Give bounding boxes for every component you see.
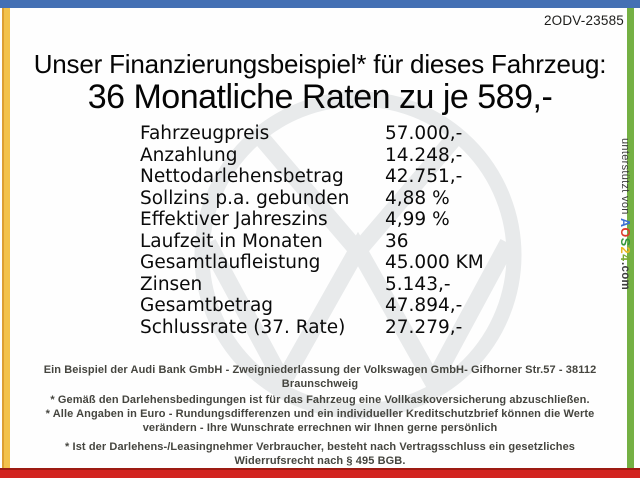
table-row: Gesamtlaufleistung 45.000 KM <box>140 252 610 274</box>
row-label: Anzahlung <box>140 144 238 166</box>
page-subtitle-rate: 36 Monatliche Raten zu je 589,- <box>87 78 553 116</box>
row-label: Sollzins p.a. gebunden <box>140 187 350 209</box>
aos24-brand-logo: AOS24 <box>618 218 632 262</box>
vw-logo-strokes <box>194 91 522 419</box>
brand-letter: 2 <box>618 246 632 255</box>
brand-letter: 4 <box>618 254 632 262</box>
offer-reference-code: 2ODV-23585 <box>543 13 624 28</box>
supported-by-label: unterstützt von <box>619 138 631 219</box>
frame-top-bar <box>0 0 640 8</box>
disclaimer-line: Widerrufsrecht nach § 495 BGB. <box>234 455 406 467</box>
row-value: 14.248,- <box>385 144 463 166</box>
row-value: 42.751,- <box>385 166 463 187</box>
table-row: Nettodarlehensbetrag 42.751,- <box>140 166 610 188</box>
disclaimer-line: Ein Beispiel der Audi Bank GmbH - Zweign… <box>43 364 597 376</box>
row-label: Gesamtbetrag <box>140 295 274 316</box>
row-label: Gesamtlaufleistung <box>140 252 321 273</box>
row-value: 4,99 % <box>385 209 450 230</box>
brand-letter: S <box>618 237 632 247</box>
row-value: 45.000 KM <box>385 252 484 273</box>
frame-right-bar <box>627 8 634 468</box>
supported-by-badge: unterstützt von AOS24 .com <box>618 138 632 368</box>
row-label: Laufzeit in Monaten <box>140 230 323 252</box>
row-value: 57.000,- <box>385 123 463 144</box>
disclaimer-line: * Ist der Darlehens-/Leasingnehmer Verbr… <box>65 441 575 453</box>
row-value: 5.143,- <box>385 273 451 295</box>
row-value: 36 <box>385 230 409 252</box>
table-row: Anzahlung 14.248,- <box>140 145 610 167</box>
financing-table: Fahrzeugpreis 57.000,- Anzahlung 14.248,… <box>140 123 610 338</box>
brand-domain-suffix: .com <box>619 261 631 290</box>
table-row: Gesamtbetrag 47.894,- <box>140 295 610 317</box>
table-row: Sollzins p.a. gebunden 4,88 % <box>140 188 610 210</box>
table-row: Schlussrate (37. Rate) 27.279,- <box>140 317 610 339</box>
row-label: Fahrzeugpreis <box>140 123 270 144</box>
row-value: 27.279,- <box>385 316 463 338</box>
disclaimer-line: verändern - Ihre Wunschrate errechnen wi… <box>142 422 498 434</box>
row-label: Effektiver Jahreszins <box>140 209 328 230</box>
table-row: Laufzeit in Monaten 36 <box>140 231 610 253</box>
disclaimer-line: Braunschweig <box>281 378 359 390</box>
page-title: Unser Finanzierungsbeispiel* für dieses … <box>33 49 607 79</box>
legal-disclaimer: Ein Beispiel der Audi Bank GmbH - Zweign… <box>40 363 600 468</box>
table-row: Fahrzeugpreis 57.000,- <box>140 123 610 145</box>
row-value: 47.894,- <box>385 295 463 316</box>
brand-letter: A <box>618 218 632 228</box>
row-label: Nettodarlehensbetrag <box>140 166 344 187</box>
table-row: Effektiver Jahreszins 4,99 % <box>140 209 610 231</box>
row-label: Zinsen <box>140 273 203 295</box>
row-value: 4,88 % <box>385 187 450 209</box>
vw-logo-watermark-icon <box>194 91 522 419</box>
frame-bottom-bar <box>0 468 640 478</box>
frame-left-bar <box>2 8 10 468</box>
table-row: Zinsen 5.143,- <box>140 274 610 296</box>
disclaimer-line: * Alle Angaben in Euro - Rundungsdiffere… <box>45 408 595 420</box>
brand-letter: O <box>618 227 632 238</box>
disclaimer-line: * Gemäß den Darlehensbedingungen ist für… <box>50 394 590 406</box>
row-label: Schlussrate (37. Rate) <box>140 316 346 338</box>
